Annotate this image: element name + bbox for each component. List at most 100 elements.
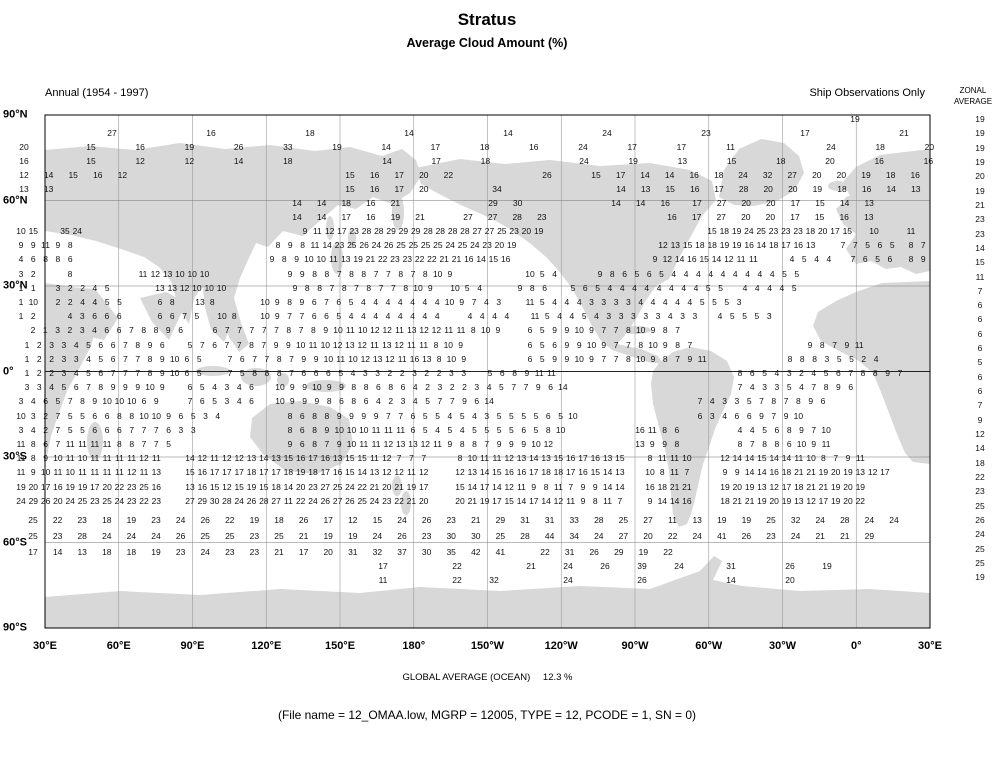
cloud-amount-value: 11 (345, 324, 355, 335)
latitude-label: 30°S (3, 450, 27, 463)
cloud-amount-value: 26 (233, 141, 244, 152)
cloud-amount-value: 4 (361, 310, 366, 321)
cloud-amount-value: 12 (324, 225, 335, 236)
cloud-amount-value: 24 (889, 514, 899, 525)
cloud-amount-value: 3 (589, 296, 594, 307)
cloud-amount-value: 25 (225, 530, 235, 541)
cloud-amount-value: 7 (471, 296, 477, 307)
cloud-amount-value: 27 (716, 211, 726, 222)
cloud-amount-value: 25 (420, 239, 431, 250)
cloud-amount-value: 18 (714, 169, 724, 180)
cloud-amount-value: 9 (135, 381, 141, 392)
cloud-amount-value: 8 (626, 353, 631, 364)
cloud-amount-value: 29 (495, 514, 506, 525)
cloud-amount-value: 5 (104, 296, 110, 307)
cloud-amount-value: 2 (387, 367, 393, 378)
cloud-amount-value: 4 (749, 381, 755, 392)
cloud-amount-value: 7 (398, 410, 404, 421)
cloud-amount-value: 32 (790, 514, 801, 525)
cloud-amount-value: 9 (147, 339, 153, 350)
cloud-amount-value: 9 (166, 410, 171, 421)
cloud-amount-value: 6 (199, 395, 205, 406)
cloud-amount-value: 14 (541, 495, 551, 506)
cloud-amount-value: 8 (30, 452, 36, 463)
zonal-average-value: 9 (977, 414, 983, 425)
cloud-amount-value: 10 (204, 282, 214, 293)
cloud-amount-value: 20 (741, 197, 751, 208)
cloud-amount-value: 9 (55, 239, 61, 250)
cloud-amount-value: 11 (102, 466, 112, 477)
cloud-amount-value: 7 (55, 410, 61, 421)
cloud-amount-value: 12 (394, 466, 404, 477)
cloud-amount-value: 23 (766, 530, 776, 541)
cloud-amount-value: 20 (836, 169, 847, 180)
cloud-amount-value: 15 (591, 169, 601, 180)
cloud-amount-value: 4 (215, 410, 221, 421)
cloud-amount-value: 26 (345, 495, 355, 506)
cloud-amount-value: 6 (43, 438, 48, 449)
cloud-amount-value: 8 (366, 282, 372, 293)
island-shape (621, 326, 651, 334)
cloud-amount-value: 9 (597, 268, 603, 279)
cloud-amount-value: 18 (794, 481, 804, 492)
cloud-amount-value: 12 (197, 452, 208, 463)
cloud-amount-value: 19 (348, 530, 358, 541)
latitude-label: 0° (3, 365, 14, 377)
cloud-amount-value: 6 (324, 310, 329, 321)
cloud-amount-value: 8 (129, 438, 135, 449)
cloud-amount-value: 3 (362, 367, 368, 378)
cloud-amount-value: 4 (681, 282, 687, 293)
cloud-amount-value: 3 (626, 296, 631, 307)
cloud-amount-value: 11 (668, 514, 678, 525)
cloud-amount-value: 3 (786, 367, 792, 378)
cloud-amount-value: 22 (139, 495, 149, 506)
cloud-amount-value: 8 (675, 339, 680, 350)
cloud-amount-value: 11 (371, 438, 381, 449)
longitude-label: 30°W (768, 640, 797, 652)
cloud-amount-value: 12 (504, 481, 514, 492)
cloud-amount-value: 9 (349, 410, 354, 421)
cloud-amount-value: 16 (504, 466, 514, 477)
cloud-amount-value: 20 (924, 141, 935, 152)
cloud-amount-value: 12 (867, 466, 878, 477)
cloud-amount-value: 17 (90, 481, 100, 492)
cloud-amount-value: 25 (77, 495, 88, 506)
cloud-amount-value: 24 (126, 530, 137, 541)
cloud-amount-value: 23 (781, 225, 791, 236)
cloud-amount-value: 19 (406, 481, 417, 492)
cloud-amount-value: 14 (484, 395, 494, 406)
cloud-amount-value: 4 (80, 296, 85, 307)
cloud-amount-value: 18 (102, 546, 112, 557)
cloud-amount-value: 7 (832, 339, 837, 350)
cloud-amount-value: 7 (421, 452, 427, 463)
cloud-amount-value: 18 (479, 141, 490, 152)
cloud-amount-value: 8 (662, 324, 668, 335)
cloud-amount-value: 30 (512, 197, 523, 208)
cloud-amount-value: 18 (781, 466, 792, 477)
cloud-amount-value: 6 (527, 353, 533, 364)
island-shape (842, 196, 856, 222)
cloud-amount-value: 9 (580, 481, 586, 492)
cloud-amount-value: 24 (16, 495, 26, 506)
cloud-amount-value: 21 (390, 197, 401, 208)
cloud-amount-value: 17 (714, 183, 724, 194)
cloud-amount-value: 8 (317, 282, 322, 293)
cloud-amount-value: 10 (333, 324, 343, 335)
cloud-amount-value: 15 (504, 495, 514, 506)
cloud-amount-value: 5 (464, 282, 470, 293)
cloud-amount-value: 9 (734, 466, 740, 477)
cloud-amount-value: 8 (908, 253, 914, 264)
cloud-amount-value: 20 (295, 481, 306, 492)
cloud-amount-value: 10 (151, 410, 162, 421)
cloud-amount-value: 6 (862, 253, 868, 264)
cloud-amount-value: 6 (67, 253, 73, 264)
cloud-amount-value: 12 (382, 324, 392, 335)
cloud-amount-value: 14 (316, 197, 327, 208)
zonal-average-value: 25 (975, 543, 985, 554)
cloud-amount-value: 14 (756, 239, 767, 250)
cloud-amount-value: 5 (212, 395, 217, 406)
cloud-amount-value: 7 (852, 239, 858, 250)
cloud-amount-value: 11 (312, 225, 322, 236)
cloud-amount-value: 9 (836, 381, 841, 392)
cloud-amount-value: 4 (732, 268, 738, 279)
